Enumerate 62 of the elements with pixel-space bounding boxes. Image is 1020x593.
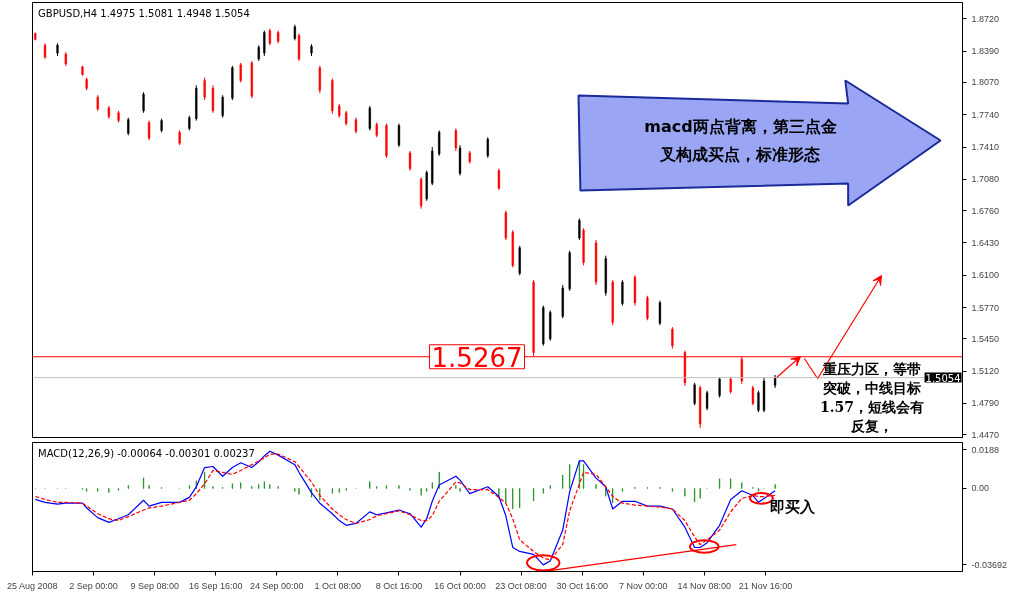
annotation: 重压力区，等带突破，中线目标1.57，短线会有反复，: [819, 360, 925, 435]
x-tick-label: 16 Sep 16:00: [188, 580, 243, 591]
x-tick-label: 25 Aug 2008: [6, 580, 58, 591]
candlestick: [211, 84, 215, 114]
annotation: 即买入: [770, 498, 817, 516]
x-tick-label: 1 Oct 08:00: [314, 580, 362, 591]
x-tick-label: 16 Oct 00:00: [434, 580, 486, 591]
candlestick: [297, 33, 301, 62]
y-tick-label: 1.4790: [971, 398, 1000, 409]
candlestick: [671, 326, 674, 350]
candlestick: [693, 382, 696, 406]
y-tick-label: -0.03692: [971, 559, 1008, 570]
x-tick-label: 24 Sep 00:00: [250, 580, 304, 591]
candlestick: [318, 65, 321, 94]
candlestick: [486, 136, 489, 159]
candlestick: [658, 300, 662, 326]
candlestick: [239, 62, 242, 83]
x-tick-label: 21 Nov 16:00: [738, 580, 793, 591]
candlestick: [578, 217, 581, 241]
candlestick: [705, 390, 709, 411]
y-tick-label: 1.8070: [971, 77, 1000, 88]
candlestick: [263, 30, 266, 57]
y-tick-label: 1.5450: [971, 333, 1000, 344]
x-tick-label: 2 Sep 00:00: [69, 580, 118, 591]
y-tick-label: 1.8720: [971, 13, 1000, 24]
x-tick-label: 23 Oct 08:00: [495, 580, 547, 591]
y-tick-label: 1.6760: [971, 205, 1000, 216]
y-tick-label: 1.6430: [971, 237, 1000, 248]
candlestick: [621, 279, 624, 307]
y-tick-label: 0.00: [971, 483, 990, 494]
y-tick-label: 0.0188: [971, 444, 1000, 455]
y-tick-label: 1.6100: [971, 270, 1000, 281]
y-tick-label: 1.5120: [971, 366, 1000, 377]
candlestick: [221, 94, 224, 119]
x-tick-label: 7 Nov 00:00: [618, 580, 668, 591]
x-tick-label: 9 Sep 08:00: [130, 580, 179, 591]
y-tick-label: 1.7410: [971, 142, 1000, 153]
y-tick-label: 1.5770: [971, 302, 1000, 313]
candlestick: [142, 91, 145, 114]
ref-line-label: 1.5267: [431, 342, 523, 373]
candlestick: [438, 129, 441, 157]
text: MACD(12,26,9) -0.00064 -0.00301 0.00237: [38, 447, 255, 459]
y-tick-label: 1.7080: [971, 174, 1000, 185]
y-tick-label: 1.7740: [971, 109, 1000, 120]
annotation: macd两点背离，第三点金叉构成买点，标准形态: [644, 116, 837, 165]
candlestick: [757, 390, 760, 413]
candlestick: [397, 123, 401, 148]
text: GBPUSD,H4 1.4975 1.5081 1.4948 1.5054: [38, 7, 250, 19]
candlestick: [454, 127, 457, 152]
ref-line-label: 1.5054: [925, 372, 961, 384]
candlestick: [368, 105, 371, 131]
x-tick-label: 8 Oct 16:00: [375, 580, 423, 591]
y-tick-label: 1.4470: [971, 429, 1000, 440]
x-tick-label: 14 Nov 08:00: [677, 580, 732, 591]
x-tick-label: 30 Oct 16:00: [556, 580, 608, 591]
candlestick: [497, 168, 501, 191]
y-tick-label: 1.8390: [971, 46, 1000, 57]
candlestick: [147, 120, 151, 141]
candlestick: [408, 150, 412, 172]
candlestick: [751, 385, 755, 406]
candlestick: [646, 295, 649, 321]
candlestick: [203, 77, 206, 101]
